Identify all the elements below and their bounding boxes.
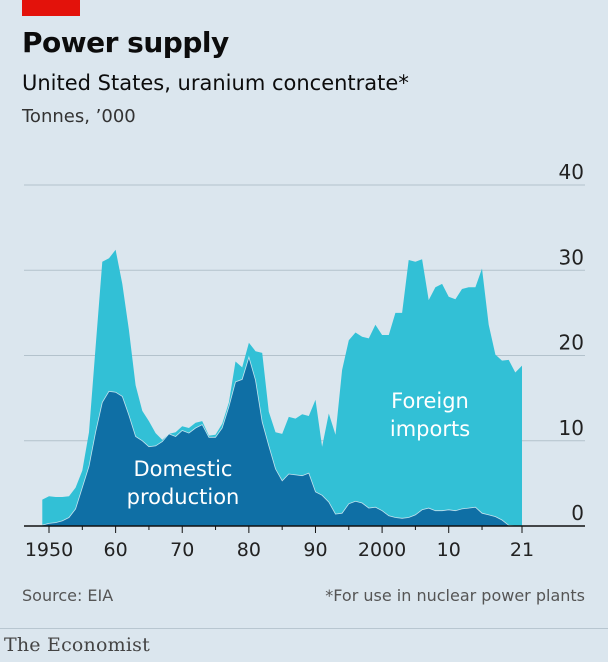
publisher-logo: The Economist — [4, 634, 150, 656]
foreign-imports-label-line-2: imports — [390, 417, 470, 441]
domestic-production-area — [42, 357, 523, 526]
x-tick-label-2000: 2000 — [358, 539, 406, 561]
area-chart: 0 10 20 30 40 1950 60 70 80 90 2000 10 21 Domestic pro… — [24, 160, 585, 561]
x-tick-label-2021: 21 — [510, 539, 534, 561]
domestic-edge-line — [42, 355, 523, 527]
y-tick-label-30: 30 — [559, 245, 584, 269]
chart-subtitle: United States, uranium concentrate* — [22, 71, 409, 95]
x-tick-label-1970: 70 — [170, 539, 194, 561]
y-tick-label-10: 10 — [559, 416, 584, 440]
y-axis-units: Tonnes, ’000 — [22, 106, 136, 127]
x-tick-label-1960: 60 — [104, 539, 128, 561]
x-tick-label-1950: 1950 — [25, 539, 73, 561]
domestic-production-label-line-2: production — [127, 485, 240, 509]
footnote: *For use in nuclear power plants — [325, 586, 585, 605]
source-note: Source: EIA — [22, 586, 114, 605]
y-tick-label-20: 20 — [559, 331, 584, 355]
y-tick-label-40: 40 — [559, 160, 584, 184]
brand-accent-bar — [22, 0, 80, 16]
chart-title: Power supply — [22, 26, 229, 59]
foreign-imports-label-line-1: Foreign — [391, 389, 469, 413]
x-tick-label-1980: 80 — [237, 539, 261, 561]
x-tick-label-2010: 10 — [437, 539, 461, 561]
foreign-imports-area — [42, 249, 523, 527]
x-tick-label-1990: 90 — [303, 539, 327, 561]
footer-divider — [0, 628, 608, 629]
y-tick-label-0: 0 — [571, 501, 584, 525]
domestic-production-label-line-1: Domestic — [134, 457, 233, 481]
